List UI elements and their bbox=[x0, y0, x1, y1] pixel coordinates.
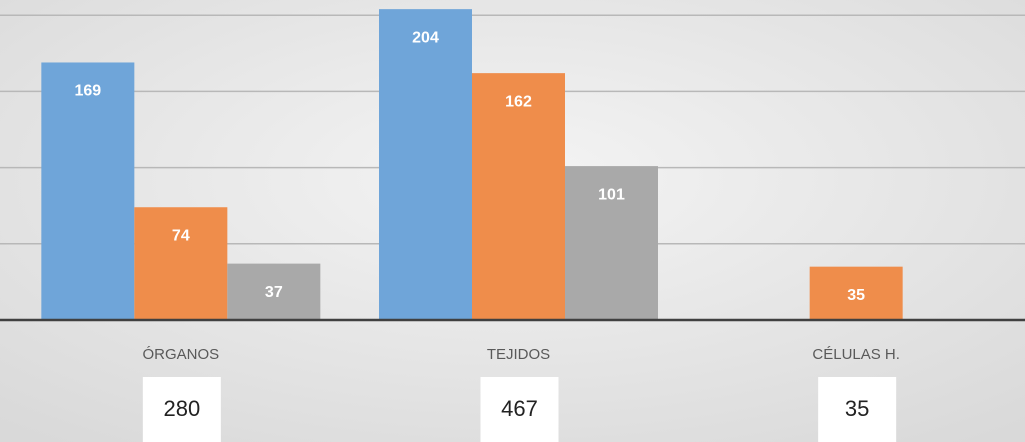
total-label: 35 bbox=[845, 396, 869, 421]
data-label: 74 bbox=[172, 227, 190, 244]
total-label: 280 bbox=[163, 396, 200, 421]
data-label: 162 bbox=[505, 93, 532, 110]
total-box bbox=[818, 377, 897, 442]
bar bbox=[565, 166, 658, 320]
bar bbox=[41, 62, 135, 320]
bar bbox=[134, 207, 228, 320]
bar bbox=[379, 9, 472, 321]
data-label: 35 bbox=[847, 287, 865, 304]
x-tick-label: TEJIDOS bbox=[487, 346, 550, 363]
bar bbox=[472, 73, 565, 321]
data-label: 101 bbox=[598, 186, 625, 203]
x-tick-label: CÉLULAS H. bbox=[812, 346, 900, 363]
x-tick-label: ÓRGANOS bbox=[142, 346, 219, 363]
data-label: 37 bbox=[265, 284, 283, 301]
data-label: 204 bbox=[412, 29, 439, 46]
total-box bbox=[142, 377, 221, 442]
total-box bbox=[480, 377, 559, 442]
data-label: 169 bbox=[74, 83, 101, 100]
total-label: 467 bbox=[501, 396, 538, 421]
bar bbox=[227, 263, 321, 320]
bar bbox=[809, 266, 903, 320]
